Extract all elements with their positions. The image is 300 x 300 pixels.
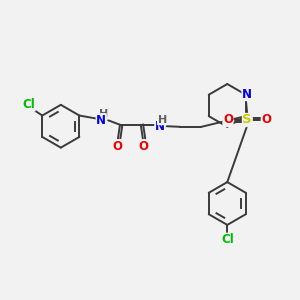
Text: O: O (223, 113, 233, 127)
Text: Cl: Cl (22, 98, 35, 111)
Text: O: O (112, 140, 123, 153)
Text: H: H (99, 109, 108, 119)
Text: Cl: Cl (221, 233, 234, 246)
Text: O: O (262, 113, 272, 127)
Text: S: S (242, 113, 252, 127)
Text: N: N (155, 120, 165, 133)
Text: H: H (158, 115, 167, 125)
Text: N: N (96, 114, 106, 127)
Text: O: O (138, 140, 148, 153)
Text: N: N (242, 88, 252, 100)
